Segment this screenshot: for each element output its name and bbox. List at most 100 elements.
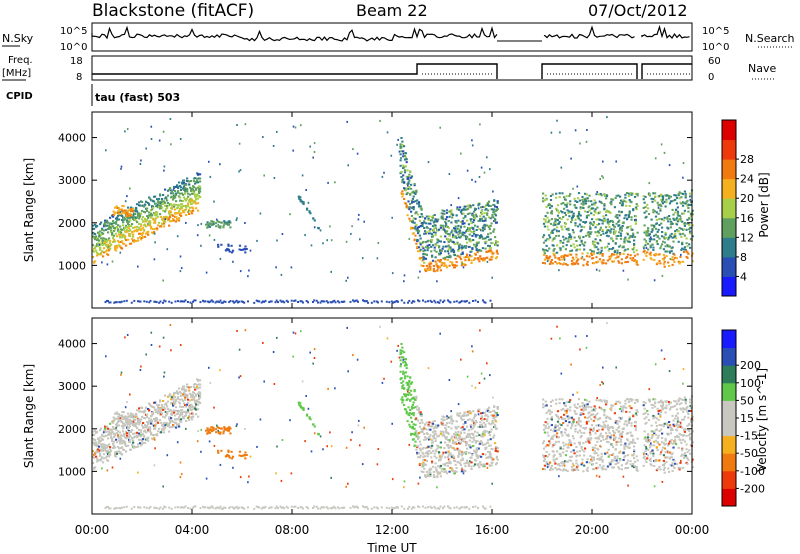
velocity-cell xyxy=(438,455,442,458)
velocity-cell xyxy=(124,424,127,427)
velocity-cell xyxy=(551,437,554,440)
power-cell xyxy=(185,199,188,202)
power-cell xyxy=(633,259,637,262)
power-cell xyxy=(243,247,246,250)
power-cell xyxy=(666,216,669,219)
power-cell xyxy=(565,244,568,247)
power-cell xyxy=(135,206,138,209)
power-cell xyxy=(470,226,473,229)
power-cell xyxy=(655,240,658,243)
power-cell xyxy=(487,238,491,241)
power-cell xyxy=(474,208,477,211)
power-cell xyxy=(427,246,430,249)
velocity-cell xyxy=(458,453,461,456)
velocity-cell xyxy=(559,455,562,458)
power-cell xyxy=(149,222,152,225)
power-cell xyxy=(624,236,627,239)
velocity-cell xyxy=(154,424,157,427)
power-cell xyxy=(175,200,178,203)
velocity-cell xyxy=(404,395,407,398)
power-cell xyxy=(262,300,264,303)
power-cell xyxy=(198,194,201,197)
power-cell xyxy=(681,243,684,246)
power-cell xyxy=(165,197,168,200)
power-cell xyxy=(667,220,670,223)
power-cell xyxy=(217,245,220,248)
power-cell xyxy=(100,233,103,236)
velocity-cell xyxy=(118,414,121,417)
velocity-cell xyxy=(422,461,425,464)
power-cell xyxy=(663,265,666,268)
power-cell xyxy=(660,193,663,196)
power-cell xyxy=(411,221,414,224)
power-cell xyxy=(172,218,175,220)
power-cell xyxy=(595,256,598,259)
velocity-cell xyxy=(131,429,134,432)
power-cell xyxy=(675,196,679,199)
velocity-cell xyxy=(176,423,179,426)
velocity-cell xyxy=(550,436,553,439)
power-cell xyxy=(666,217,669,220)
power-cell xyxy=(169,220,172,223)
power-cell xyxy=(628,212,631,215)
velocity-cell xyxy=(449,462,452,465)
power-cell xyxy=(494,257,498,260)
power-cell xyxy=(125,299,128,302)
power-cell xyxy=(194,299,197,302)
power-cell xyxy=(140,238,143,241)
power-cell xyxy=(199,185,202,188)
power-cell xyxy=(649,254,652,257)
power-cell xyxy=(126,226,129,229)
velocity-cell xyxy=(170,398,173,401)
power-cell xyxy=(576,200,579,203)
velocity-cell xyxy=(99,454,102,457)
power-cell xyxy=(400,146,403,149)
power-cell xyxy=(554,223,557,226)
velocity-cell xyxy=(100,457,103,460)
velocity-cell xyxy=(410,381,414,384)
velocity-cell xyxy=(418,447,421,450)
power-cell xyxy=(552,244,555,247)
power-cell xyxy=(109,247,112,250)
power-cell xyxy=(674,256,677,259)
power-cell xyxy=(364,300,367,303)
power-cell xyxy=(346,120,348,123)
power-cell xyxy=(147,224,150,227)
power-cell xyxy=(678,191,681,194)
power-cell xyxy=(186,197,189,200)
power-cell xyxy=(492,230,495,233)
power-cell xyxy=(357,218,360,221)
velocity-cell xyxy=(112,421,115,424)
power-cell xyxy=(691,209,694,212)
power-cell xyxy=(417,205,421,208)
velocity-cell xyxy=(199,396,202,399)
velocity-cell xyxy=(451,455,454,458)
velocity-cell xyxy=(121,416,124,419)
velocity-cell xyxy=(493,414,496,417)
velocity-cell xyxy=(188,415,191,418)
power-cell xyxy=(445,264,448,267)
power-cell xyxy=(633,243,636,245)
power-cell xyxy=(542,262,545,264)
velocity-cell xyxy=(405,399,408,402)
power-cell xyxy=(147,202,150,204)
velocity-cell xyxy=(487,422,491,425)
power-cell xyxy=(107,221,110,224)
velocity-cell xyxy=(545,412,548,414)
power-cell xyxy=(294,126,297,129)
velocity-cell xyxy=(494,450,498,452)
velocity-cell xyxy=(206,427,209,430)
power-cell xyxy=(669,258,672,260)
power-cell xyxy=(404,165,407,168)
power-cell xyxy=(559,131,561,134)
power-cell xyxy=(420,264,423,267)
velocity-cell xyxy=(550,464,553,467)
power-cell xyxy=(656,243,659,246)
power-cell xyxy=(621,202,624,205)
velocity-cell xyxy=(484,453,487,456)
velocity-cell xyxy=(437,445,440,448)
velocity-cell xyxy=(147,422,150,425)
power-cell xyxy=(559,249,562,252)
power-cell xyxy=(428,262,431,265)
velocity-cell xyxy=(185,412,188,415)
